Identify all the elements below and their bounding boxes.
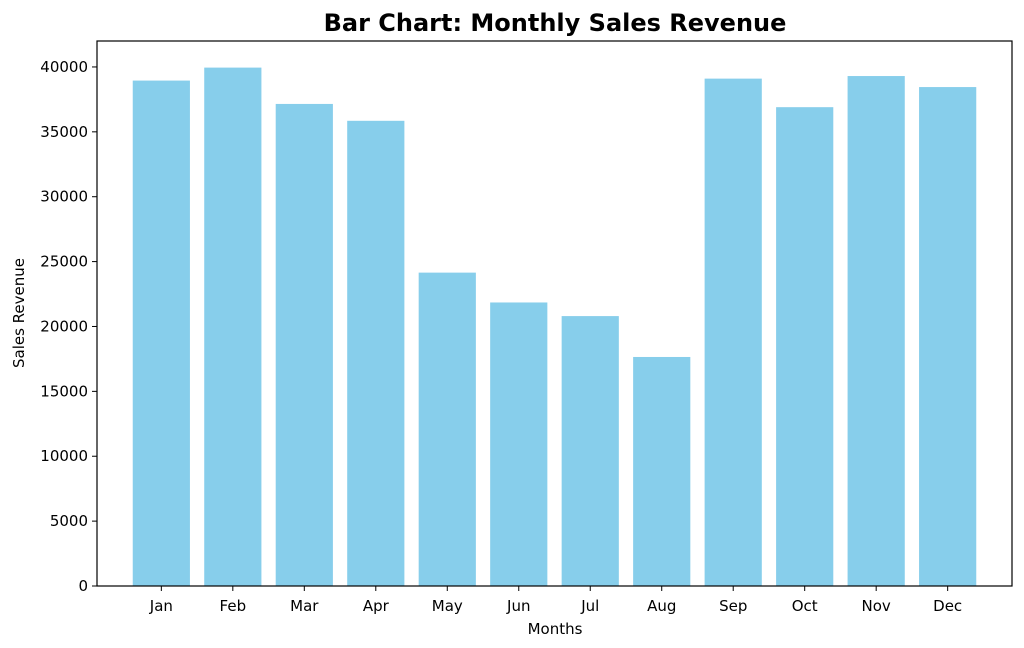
bar-jul bbox=[561, 316, 619, 586]
x-tick-label: Oct bbox=[792, 597, 818, 615]
chart-title: Bar Chart: Monthly Sales Revenue bbox=[324, 9, 787, 37]
y-tick-label: 5000 bbox=[50, 512, 88, 530]
y-tick-label: 35000 bbox=[40, 123, 88, 141]
y-tick-label: 20000 bbox=[40, 317, 88, 335]
y-tick-label: 30000 bbox=[40, 188, 88, 206]
x-axis: Jan Feb Mar Apr May Jun Jul Aug Sep Oct Nov Dec bbox=[149, 586, 962, 615]
bar-jun bbox=[490, 302, 548, 586]
bar-nov bbox=[847, 76, 905, 587]
x-tick-label: Dec bbox=[933, 597, 962, 615]
y-tick-label: 10000 bbox=[40, 447, 88, 465]
bar-jan bbox=[132, 80, 190, 586]
x-tick-label: May bbox=[432, 597, 463, 615]
x-axis-label: Months bbox=[528, 620, 583, 638]
y-tick-label: 40000 bbox=[40, 58, 88, 76]
x-tick-label: Jun bbox=[506, 597, 530, 615]
bar-aug bbox=[633, 356, 691, 586]
x-tick-label: Jan bbox=[149, 597, 173, 615]
x-tick-label: Nov bbox=[862, 597, 891, 615]
y-tick-label: 25000 bbox=[40, 253, 88, 271]
bar-mar bbox=[275, 103, 333, 587]
y-tick-label: 0 bbox=[78, 577, 88, 595]
x-tick-label: Feb bbox=[220, 597, 247, 615]
bar-oct bbox=[776, 107, 834, 586]
bar-dec bbox=[919, 87, 977, 586]
y-tick-label: 15000 bbox=[40, 382, 88, 400]
x-tick-label: Apr bbox=[363, 597, 390, 615]
plot-frame bbox=[96, 40, 1013, 587]
x-tick-label: Jul bbox=[580, 597, 599, 615]
x-tick-label: Aug bbox=[647, 597, 676, 615]
bar-may bbox=[418, 272, 476, 586]
y-axis: 0 5000 10000 15000 20000 25000 30000 35000 40000 bbox=[40, 58, 97, 595]
bar-feb bbox=[204, 67, 262, 586]
x-tick-label: Mar bbox=[290, 597, 319, 615]
bar-apr bbox=[347, 120, 405, 586]
bar-sep bbox=[704, 78, 762, 586]
x-tick-label: Sep bbox=[719, 597, 747, 615]
bars-group bbox=[132, 67, 977, 587]
y-axis-label: Sales Revenue bbox=[10, 258, 28, 368]
